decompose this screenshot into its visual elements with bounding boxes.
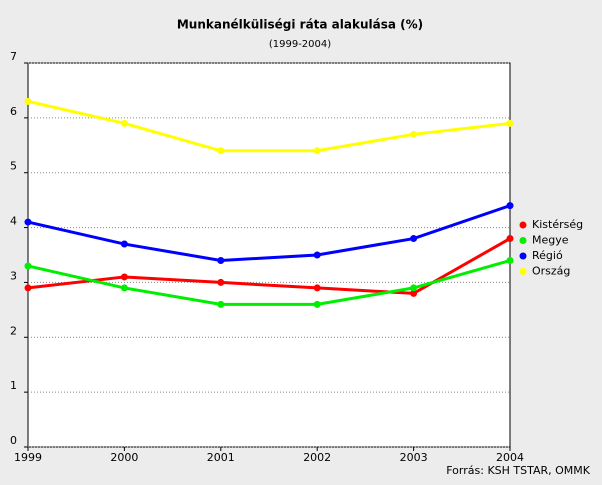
y-tick-label: 0: [10, 434, 17, 447]
data-point: [217, 147, 225, 155]
data-point: [410, 289, 418, 297]
source: Forrás: KSH TSTAR, OMMK: [446, 464, 591, 477]
legend-marker: [519, 237, 527, 244]
legend-marker: [519, 268, 527, 275]
y-tick-label: 4: [10, 215, 17, 228]
data-point: [24, 218, 32, 226]
x-tick-label: 2003: [400, 451, 428, 464]
data-point: [120, 273, 128, 281]
data-point: [24, 262, 32, 270]
series-line: [27, 99, 511, 153]
chart-subtitle: (1999-2004): [269, 39, 331, 50]
y-tick-label: 3: [10, 269, 17, 282]
y-tick-label: 7: [10, 50, 17, 63]
y-tick-label: 5: [10, 160, 17, 173]
data-point: [217, 278, 225, 286]
plot-area: [27, 62, 511, 448]
data-point: [313, 300, 321, 308]
legend-label: Kistérség: [532, 218, 583, 231]
legend-label: Ország: [532, 265, 570, 278]
y-tick-label: 6: [10, 105, 17, 118]
data-point: [24, 97, 32, 105]
data-point: [506, 256, 514, 264]
x-tick-label: 1999: [14, 451, 42, 464]
series-line: [27, 259, 511, 306]
data-point: [506, 202, 514, 210]
chart-title: Munkanélküliségi ráta alakulása (%): [177, 18, 423, 32]
x-tick-label: 2001: [207, 451, 235, 464]
data-point: [217, 256, 225, 264]
data-point: [120, 119, 128, 127]
y-tick-label: 2: [10, 324, 17, 337]
x-tick-label: 2002: [303, 451, 331, 464]
data-point: [410, 130, 418, 138]
legend-marker: [519, 221, 527, 229]
data-point: [120, 284, 128, 292]
data-point: [506, 119, 514, 127]
data-point: [313, 284, 321, 292]
legend-label: Régió: [532, 249, 563, 262]
x-tick-label: 2004: [496, 451, 524, 464]
data-point: [313, 147, 321, 155]
data-point: [120, 240, 128, 248]
data-point: [24, 284, 32, 292]
data-point: [410, 284, 418, 292]
data-point: [506, 235, 514, 243]
x-tick-label: 2000: [110, 451, 138, 464]
legend-label: Megye: [532, 234, 569, 247]
legend-marker: [519, 252, 527, 260]
series-line: [27, 204, 511, 262]
data-point: [313, 251, 321, 259]
data-point: [410, 235, 418, 243]
y-tick-label: 1: [10, 379, 17, 392]
data-point: [217, 300, 225, 308]
